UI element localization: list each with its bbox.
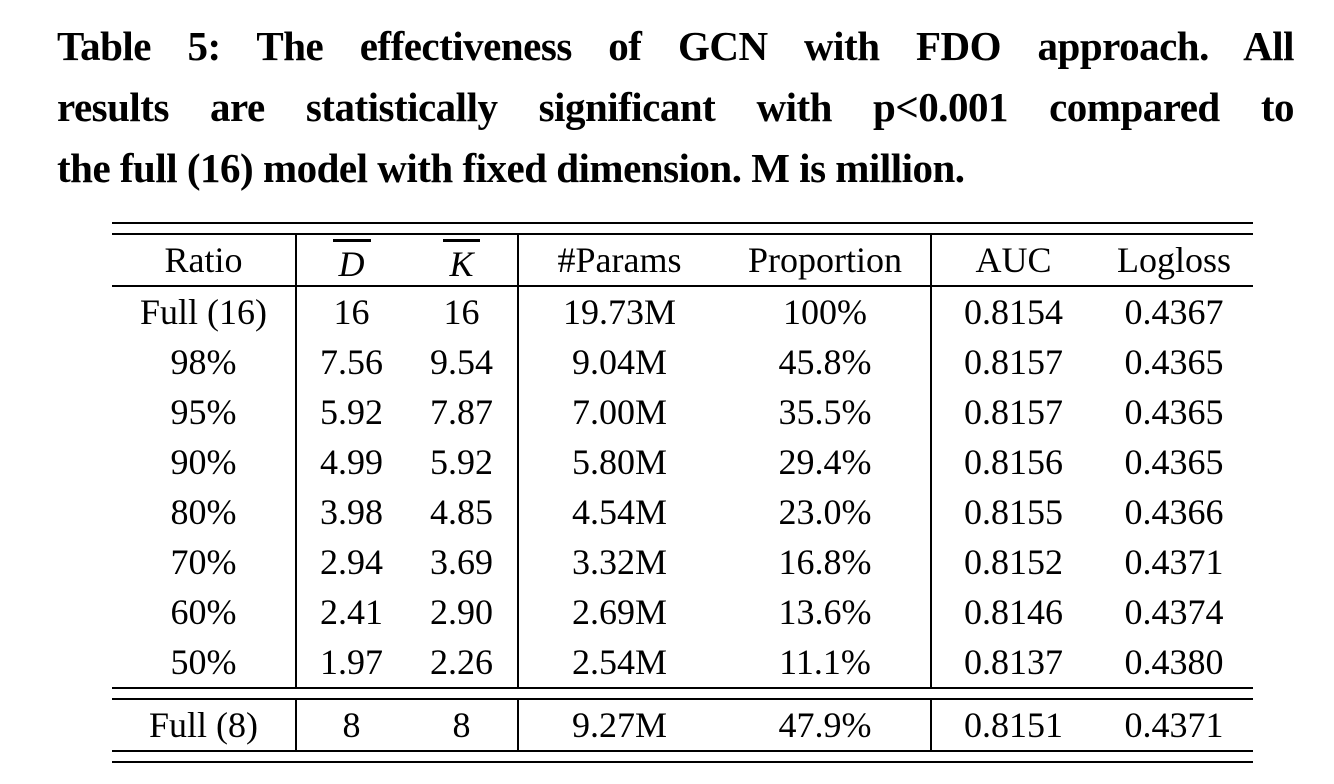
table-cell: 2.94	[295, 537, 406, 587]
table-cell: 0.8152	[930, 537, 1095, 587]
table-cell: 2.69M	[517, 587, 720, 637]
col-header-d-bar: D	[295, 235, 406, 285]
top-double-rule	[112, 222, 1253, 235]
table-cell: 29.4%	[778, 442, 872, 482]
table-cell: 7.87	[430, 392, 493, 432]
table-cell: 8	[452, 705, 471, 745]
col-header-k-bar: K	[406, 235, 517, 285]
table-cell: 0.8157	[930, 337, 1095, 387]
table-cell: 0.8154	[930, 287, 1095, 337]
caption-line-3: the full (16) model with fixed dimension…	[57, 145, 965, 191]
table-cell: 0.4365	[1124, 342, 1224, 382]
table-cell: Full (8)	[148, 705, 258, 745]
table-cell: 16.8%	[778, 542, 872, 582]
k-bar-symbol: K	[443, 238, 480, 282]
table-cell: 35.5%	[778, 392, 872, 432]
table-cell: 3.69	[430, 542, 493, 582]
table-cell: Full (16)	[139, 292, 267, 332]
table-cell: 11.1%	[779, 642, 871, 682]
col-header-ratio: Ratio	[164, 240, 243, 280]
table-cell: 90%	[170, 442, 237, 482]
table-cell: 19.73M	[517, 287, 720, 337]
table-cell: 3.98	[295, 487, 406, 537]
table-caption: Table 5: The effectiveness of GCN with F…	[57, 16, 1295, 199]
table-cell: 5.92	[430, 442, 493, 482]
table-cell: 95%	[170, 392, 237, 432]
table-cell: 3.32M	[517, 537, 720, 587]
caption-line-2: results are statistically significant wi…	[57, 84, 1295, 130]
table-cell: 2.41	[295, 587, 406, 637]
table-cell: 0.4371	[1124, 542, 1224, 582]
table-cell: 0.8157	[930, 387, 1095, 437]
table-cell: 9.27M	[517, 700, 720, 750]
table-cell: 5.80M	[517, 437, 720, 487]
table-cell: 0.4371	[1124, 705, 1224, 745]
table-cell: 7.56	[295, 337, 406, 387]
table-cell: 2.26	[430, 642, 493, 682]
table-cell: 4.99	[295, 437, 406, 487]
table-cell: 0.4374	[1124, 592, 1224, 632]
table-cell: 0.4365	[1124, 442, 1224, 482]
col-header-proportion: Proportion	[747, 240, 902, 280]
table-cell: 47.9%	[778, 705, 872, 745]
table-cell: 2.90	[430, 592, 493, 632]
table-cell: 0.8137	[930, 637, 1095, 687]
table-cell: 2.54M	[517, 637, 720, 687]
table-cell: 80%	[170, 492, 237, 532]
table-cell: 0.8151	[930, 700, 1095, 750]
table-row: 70% 2.94 3.69 3.32M 16.8% 0.8152 0.4371	[112, 537, 1253, 587]
table-cell: 5.92	[295, 387, 406, 437]
col-header-logloss: Logloss	[1116, 240, 1231, 280]
col-header-auc: AUC	[930, 235, 1095, 285]
table-footer-row: Full (8) 8 8 9.27M 47.9% 0.8151 0.4371	[112, 700, 1253, 750]
table-cell: 0.4366	[1124, 492, 1224, 532]
table-cell: 0.8146	[930, 587, 1095, 637]
table-cell: 4.85	[430, 492, 493, 532]
table-cell: 13.6%	[778, 592, 872, 632]
table-cell: 98%	[170, 342, 237, 382]
table-cell: 1.97	[295, 637, 406, 687]
table-cell: 45.8%	[778, 342, 872, 382]
table-cell: 70%	[170, 542, 237, 582]
bottom-double-rule	[112, 750, 1253, 763]
table-row: 98% 7.56 9.54 9.04M 45.8% 0.8157 0.4365	[112, 337, 1253, 387]
mid-double-rule	[112, 687, 1253, 700]
table-row: 90% 4.99 5.92 5.80M 29.4% 0.8156 0.4365	[112, 437, 1253, 487]
table-row: 60% 2.41 2.90 2.69M 13.6% 0.8146 0.4374	[112, 587, 1253, 637]
table-cell: 8	[295, 700, 406, 750]
table-row: 50% 1.97 2.26 2.54M 11.1% 0.8137 0.4380	[112, 637, 1253, 687]
table-cell: 0.4365	[1124, 392, 1224, 432]
table-cell: 16	[443, 292, 480, 332]
table-cell: 16	[295, 287, 406, 337]
col-header-params: #Params	[517, 235, 720, 285]
table-cell: 0.4367	[1124, 292, 1224, 332]
table-cell: 9.54	[430, 342, 493, 382]
table-cell: 9.04M	[517, 337, 720, 387]
results-table: Ratio D K #Params Proportion AUC Logloss…	[112, 222, 1253, 763]
caption-line-1: Table 5: The effectiveness of GCN with F…	[57, 23, 1295, 69]
header-rule	[112, 285, 1253, 287]
table-row: Full (16) 16 16 19.73M 100% 0.8154 0.436…	[112, 287, 1253, 337]
table-cell: 60%	[170, 592, 237, 632]
table-row: 95% 5.92 7.87 7.00M 35.5% 0.8157 0.4365	[112, 387, 1253, 437]
table-cell: 23.0%	[778, 492, 872, 532]
table-row: 80% 3.98 4.85 4.54M 23.0% 0.8155 0.4366	[112, 487, 1253, 537]
table-cell: 50%	[170, 642, 237, 682]
d-bar-symbol: D	[332, 238, 371, 282]
table-header-row: Ratio D K #Params Proportion AUC Logloss	[112, 235, 1253, 285]
table-cell: 0.8155	[930, 487, 1095, 537]
table-cell: 0.4380	[1124, 642, 1224, 682]
table-cell: 7.00M	[517, 387, 720, 437]
table-cell: 100%	[783, 292, 867, 332]
table-cell: 4.54M	[517, 487, 720, 537]
table-cell: 0.8156	[930, 437, 1095, 487]
